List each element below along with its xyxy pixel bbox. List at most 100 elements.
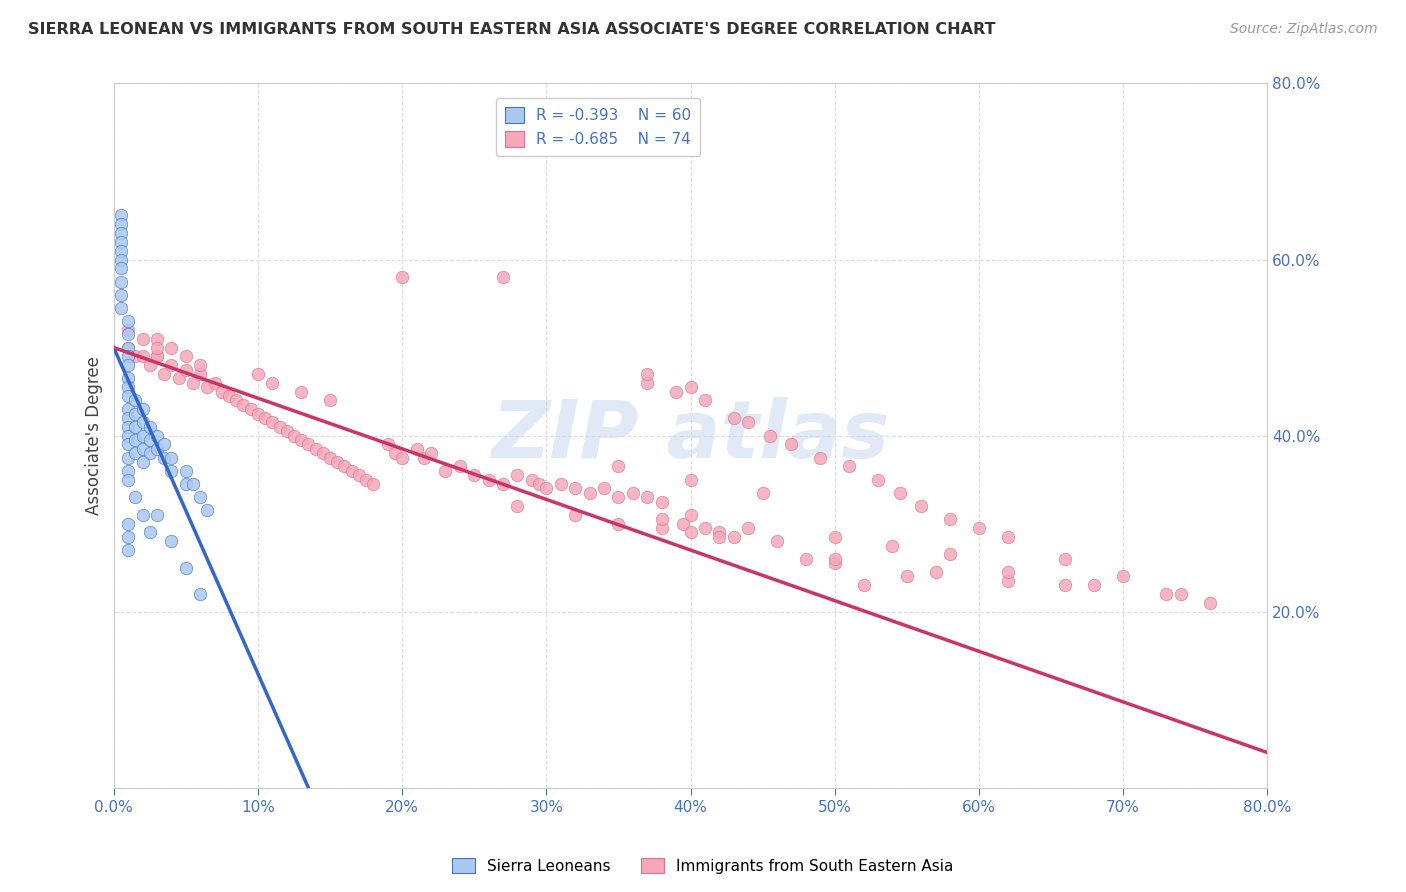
Point bbox=[420, 446, 443, 460]
Point bbox=[405, 442, 427, 456]
Point bbox=[124, 350, 146, 364]
Point bbox=[131, 442, 153, 456]
Point bbox=[131, 428, 153, 442]
Point bbox=[110, 244, 132, 258]
Point bbox=[636, 490, 658, 504]
Text: SIERRA LEONEAN VS IMMIGRANTS FROM SOUTH EASTERN ASIA ASSOCIATE'S DEGREE CORRELAT: SIERRA LEONEAN VS IMMIGRANTS FROM SOUTH … bbox=[28, 22, 995, 37]
Point bbox=[866, 473, 889, 487]
Point bbox=[751, 485, 773, 500]
Point bbox=[679, 380, 702, 394]
Point bbox=[117, 428, 139, 442]
Point bbox=[794, 552, 817, 566]
Point bbox=[146, 508, 169, 522]
Point bbox=[1054, 552, 1077, 566]
Point bbox=[449, 459, 471, 474]
Point bbox=[621, 485, 644, 500]
Point bbox=[391, 450, 413, 465]
Point bbox=[146, 341, 169, 355]
Point bbox=[131, 402, 153, 417]
Point bbox=[139, 419, 162, 434]
Point bbox=[578, 485, 600, 500]
Point bbox=[160, 358, 183, 372]
Point bbox=[124, 446, 146, 460]
Point bbox=[262, 416, 284, 430]
Point bbox=[188, 587, 211, 601]
Point bbox=[139, 433, 162, 447]
Point bbox=[593, 482, 616, 496]
Point bbox=[153, 450, 176, 465]
Point bbox=[117, 437, 139, 451]
Point bbox=[131, 350, 153, 364]
Point bbox=[889, 485, 911, 500]
Point bbox=[679, 525, 702, 540]
Point bbox=[146, 442, 169, 456]
Point bbox=[607, 459, 630, 474]
Point bbox=[290, 384, 312, 399]
Point bbox=[564, 508, 586, 522]
Point bbox=[709, 530, 731, 544]
Point bbox=[117, 402, 139, 417]
Point bbox=[117, 314, 139, 328]
Point bbox=[269, 419, 291, 434]
Point bbox=[824, 552, 846, 566]
Point bbox=[506, 468, 529, 483]
Point bbox=[124, 490, 146, 504]
Point bbox=[896, 569, 918, 583]
Point bbox=[117, 371, 139, 385]
Point bbox=[276, 424, 298, 438]
Point bbox=[131, 455, 153, 469]
Point bbox=[709, 525, 731, 540]
Point bbox=[997, 565, 1019, 579]
Point bbox=[723, 411, 745, 425]
Point bbox=[160, 450, 183, 465]
Point bbox=[824, 556, 846, 570]
Point bbox=[651, 494, 673, 508]
Point bbox=[384, 446, 406, 460]
Point bbox=[520, 473, 543, 487]
Point bbox=[665, 384, 688, 399]
Y-axis label: Associate's Degree: Associate's Degree bbox=[86, 356, 103, 515]
Point bbox=[218, 389, 240, 403]
Point bbox=[939, 512, 962, 526]
Point bbox=[117, 341, 139, 355]
Point bbox=[124, 407, 146, 421]
Point bbox=[939, 548, 962, 562]
Point bbox=[204, 376, 226, 390]
Point bbox=[160, 464, 183, 478]
Point bbox=[167, 371, 190, 385]
Point bbox=[146, 428, 169, 442]
Point bbox=[838, 459, 860, 474]
Point bbox=[607, 516, 630, 531]
Point bbox=[636, 367, 658, 381]
Point bbox=[153, 437, 176, 451]
Point bbox=[146, 332, 169, 346]
Point bbox=[304, 442, 326, 456]
Point bbox=[492, 477, 515, 491]
Point bbox=[723, 530, 745, 544]
Point bbox=[131, 332, 153, 346]
Point bbox=[174, 362, 197, 376]
Point bbox=[262, 376, 284, 390]
Point bbox=[211, 384, 233, 399]
Point bbox=[693, 393, 716, 408]
Point bbox=[197, 380, 219, 394]
Point bbox=[146, 350, 169, 364]
Point bbox=[246, 407, 269, 421]
Point bbox=[1112, 569, 1135, 583]
Point bbox=[110, 301, 132, 315]
Point bbox=[117, 327, 139, 342]
Point bbox=[239, 402, 262, 417]
Point bbox=[117, 380, 139, 394]
Point bbox=[174, 560, 197, 574]
Point bbox=[124, 433, 146, 447]
Point bbox=[377, 437, 399, 451]
Point bbox=[117, 350, 139, 364]
Point bbox=[340, 464, 363, 478]
Point bbox=[492, 270, 515, 285]
Text: ZIP atlas: ZIP atlas bbox=[492, 397, 890, 475]
Point bbox=[197, 503, 219, 517]
Point bbox=[131, 416, 153, 430]
Point bbox=[737, 521, 759, 535]
Point bbox=[117, 389, 139, 403]
Point bbox=[110, 209, 132, 223]
